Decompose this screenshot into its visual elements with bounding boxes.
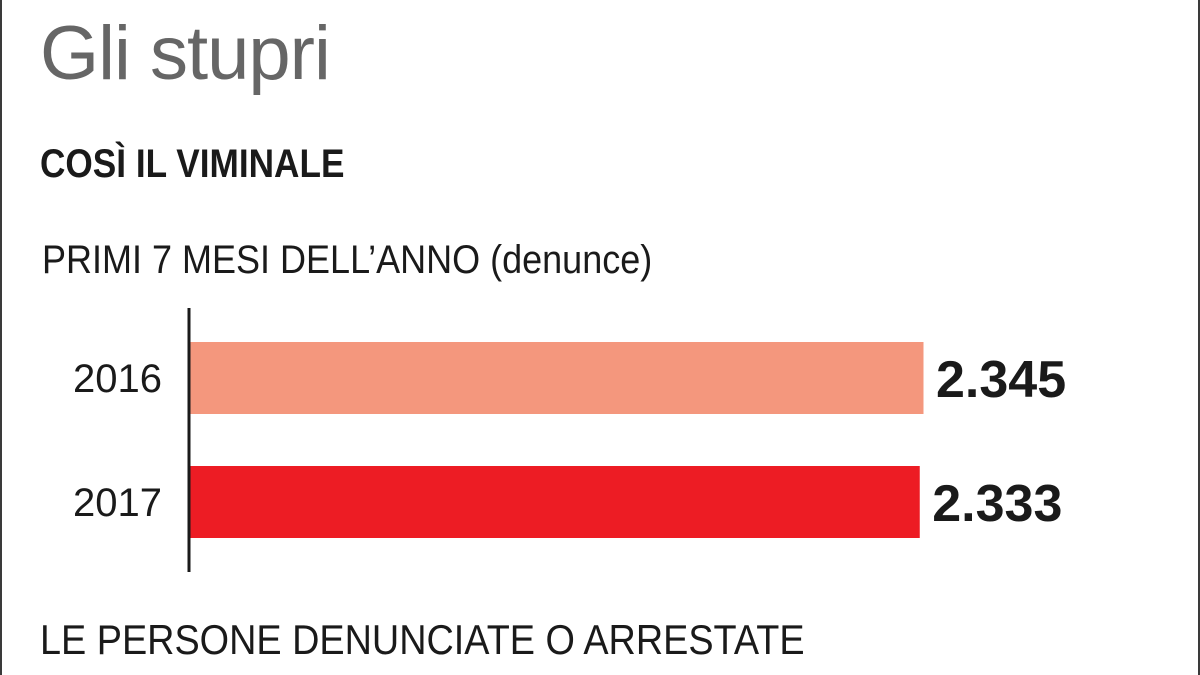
value-label-2016: 2.345 bbox=[936, 351, 1066, 409]
bars-layer: 2016 2.345 2017 2.333 bbox=[73, 342, 1066, 538]
headline: Gli stupri bbox=[40, 11, 331, 96]
value-label-2017: 2.333 bbox=[932, 475, 1062, 533]
footer-title: LE PERSONE DENUNCIATE O ARRESTATE bbox=[40, 616, 805, 663]
bar-chart: 2016 2.345 2017 2.333 bbox=[73, 308, 1066, 572]
subhead: COSÌ IL VIMINALE bbox=[40, 142, 345, 186]
category-label-2017: 2017 bbox=[73, 481, 162, 525]
category-label-2016: 2016 bbox=[73, 357, 162, 401]
bar-2017 bbox=[190, 466, 920, 538]
chart-title: PRIMI 7 MESI DELL’ANNO (denunce) bbox=[42, 238, 653, 282]
bar-2016 bbox=[190, 342, 924, 414]
